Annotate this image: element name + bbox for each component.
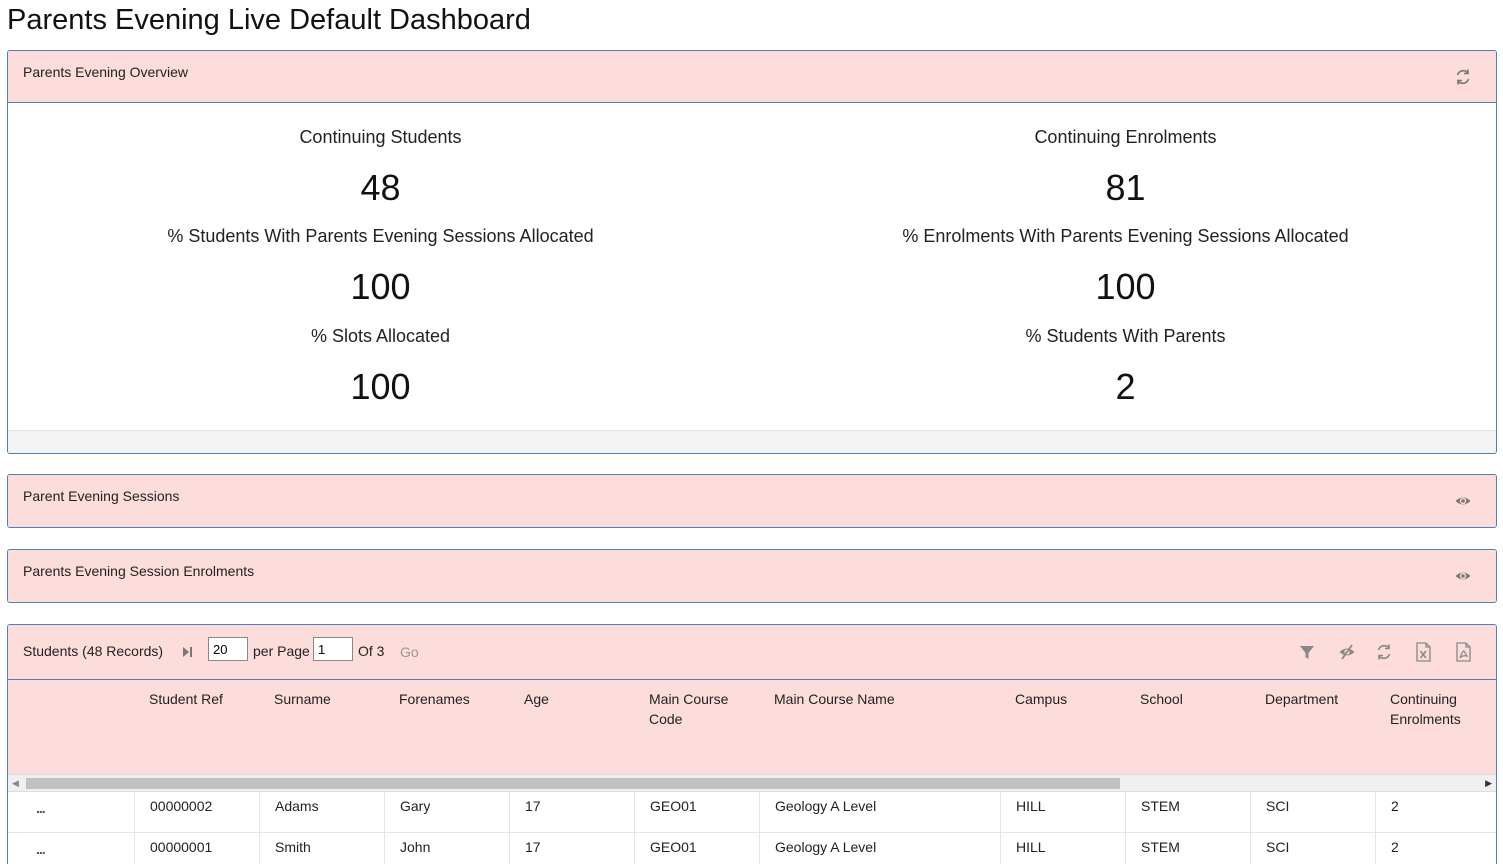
scroll-right-arrow-icon[interactable]: ▶ (1485, 778, 1492, 788)
table-row[interactable]: ... 00000001 Smith John 17 GEO01 Geology A Lev… (8, 833, 1496, 864)
eye-icon[interactable] (1454, 492, 1472, 510)
table-cell: GEO01 (634, 792, 759, 832)
row-menu-button[interactable]: ... (36, 841, 46, 857)
stat-label: % Slots Allocated (310, 326, 451, 346)
stat-value: 100 (350, 366, 411, 407)
scroll-left-arrow-icon[interactable]: ◀ (12, 778, 19, 788)
stat-label: % Students With Parents (1025, 326, 1226, 346)
stat-value: 2 (1115, 366, 1136, 407)
table-cell: 2 (1375, 833, 1496, 864)
column-header[interactable]: Surname (274, 691, 331, 707)
table-cell: 2 (1375, 792, 1496, 832)
scrollbar-thumb[interactable] (26, 778, 1120, 789)
column-header[interactable]: Age (524, 691, 549, 707)
column-header[interactable]: Forenames (399, 691, 470, 707)
table-body: ... 00000002 Adams Gary 17 GEO01 Geology A Lev… (8, 792, 1496, 864)
enrolments-panel-header[interactable]: Parents Evening Session Enrolments (8, 550, 1496, 602)
table-cell: 17 (509, 792, 634, 832)
table-cell: STEM (1125, 792, 1250, 832)
column-header[interactable]: Campus (1015, 691, 1068, 707)
table-cell: Gary (384, 792, 509, 832)
enrolments-panel-title: Parents Evening Session Enrolments (23, 563, 255, 579)
table-cell: SCI (1250, 792, 1375, 832)
page-number-input[interactable] (313, 637, 353, 661)
table-row[interactable]: ... 00000002 Adams Gary 17 GEO01 Geology A Lev… (8, 792, 1496, 833)
page-count-label: Of 3 (358, 643, 385, 659)
export-excel-icon[interactable] (1414, 642, 1432, 662)
page-title: Parents Evening Live Default Dashboard (7, 4, 531, 36)
column-header[interactable]: Department (1265, 691, 1339, 707)
students-toolbar: Students (48 Records) per Page Of 3 Go (8, 625, 1496, 680)
table-cell: Smith (259, 833, 384, 864)
column-header[interactable]: School (1140, 691, 1183, 707)
stat-value: 100 (1095, 266, 1156, 307)
export-pdf-icon[interactable] (1454, 642, 1472, 662)
eye-icon[interactable] (1454, 567, 1472, 585)
horizontal-scrollbar[interactable]: ◀ ▶ (8, 774, 1496, 792)
go-button[interactable]: Go (400, 644, 419, 660)
stat-label: Continuing Students (299, 127, 462, 147)
per-page-input[interactable] (208, 637, 248, 661)
overview-panel: Parents Evening Overview Continuing Stud… (7, 50, 1497, 454)
table-cell: Geology A Level (759, 792, 1000, 832)
hide-columns-icon[interactable] (1338, 642, 1356, 662)
refresh-icon[interactable] (1454, 68, 1472, 86)
refresh-icon[interactable] (1375, 642, 1393, 662)
stat-label: % Students With Parents Evening Sessions… (167, 226, 594, 246)
column-header[interactable]: Main Course Name (774, 691, 895, 707)
stat-label: Continuing Enrolments (1034, 127, 1217, 147)
sessions-panel: Parent Evening Sessions (7, 474, 1497, 528)
stat-value: 48 (360, 167, 401, 208)
table-cell: Adams (259, 792, 384, 832)
sessions-panel-title: Parent Evening Sessions (23, 488, 180, 504)
table-cell: 00000001 (134, 833, 259, 864)
students-panel: Students (48 Records) per Page Of 3 Go (7, 624, 1497, 864)
column-header[interactable]: Student Ref (149, 691, 223, 707)
table-cell: HILL (1000, 792, 1125, 832)
column-header[interactable]: Main Course Code (649, 691, 729, 727)
overview-panel-title: Parents Evening Overview (23, 64, 188, 80)
table-cell: GEO01 (634, 833, 759, 864)
table-cell: STEM (1125, 833, 1250, 864)
overview-body: Continuing Students 48 % Students With P… (8, 103, 1496, 431)
table-cell: HILL (1000, 833, 1125, 864)
table-cell: 17 (509, 833, 634, 864)
per-page-label: per Page (253, 643, 310, 659)
last-page-icon[interactable] (181, 646, 193, 658)
table-header: Student Ref Surname Forenames Age Main C… (8, 680, 1496, 774)
enrolments-panel: Parents Evening Session Enrolments (7, 549, 1497, 603)
column-header[interactable]: Continuing Enrolments (1390, 691, 1461, 727)
overview-panel-header: Parents Evening Overview (8, 51, 1496, 103)
table-cell: Geology A Level (759, 833, 1000, 864)
filter-icon[interactable] (1298, 642, 1316, 662)
table-cell: John (384, 833, 509, 864)
table-cell: SCI (1250, 833, 1375, 864)
stat-value: 100 (350, 266, 411, 307)
students-title: Students (48 Records) (23, 643, 164, 659)
overview-footer (8, 430, 1496, 453)
sessions-panel-header[interactable]: Parent Evening Sessions (8, 475, 1496, 527)
stat-value: 81 (1105, 167, 1146, 208)
table-cell: 00000002 (134, 792, 259, 832)
row-menu-button[interactable]: ... (36, 800, 46, 816)
stat-label: % Enrolments With Parents Evening Sessio… (902, 226, 1349, 246)
